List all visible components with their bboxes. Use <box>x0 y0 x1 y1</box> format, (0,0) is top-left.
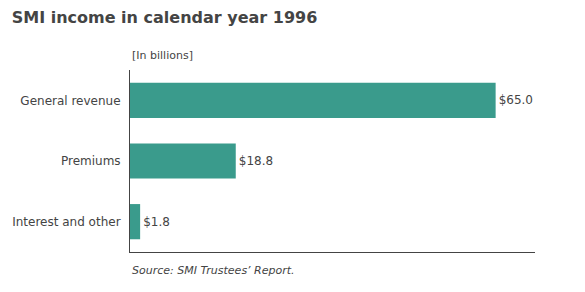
svg-text:[In billions]: [In billions] <box>132 49 193 62</box>
svg-text:$18.8: $18.8 <box>239 154 273 168</box>
svg-text:General revenue: General revenue <box>20 94 120 108</box>
svg-text:Source: SMI Trustees’ Report.: Source: SMI Trustees’ Report. <box>132 264 295 277</box>
svg-text:Premiums: Premiums <box>61 154 121 168</box>
svg-text:SMI income in calendar year 19: SMI income in calendar year 1996 <box>12 8 318 27</box>
svg-text:$65.0: $65.0 <box>499 93 533 107</box>
svg-text:Interest and other: Interest and other <box>12 215 120 229</box>
svg-text:$1.8: $1.8 <box>143 215 170 229</box>
